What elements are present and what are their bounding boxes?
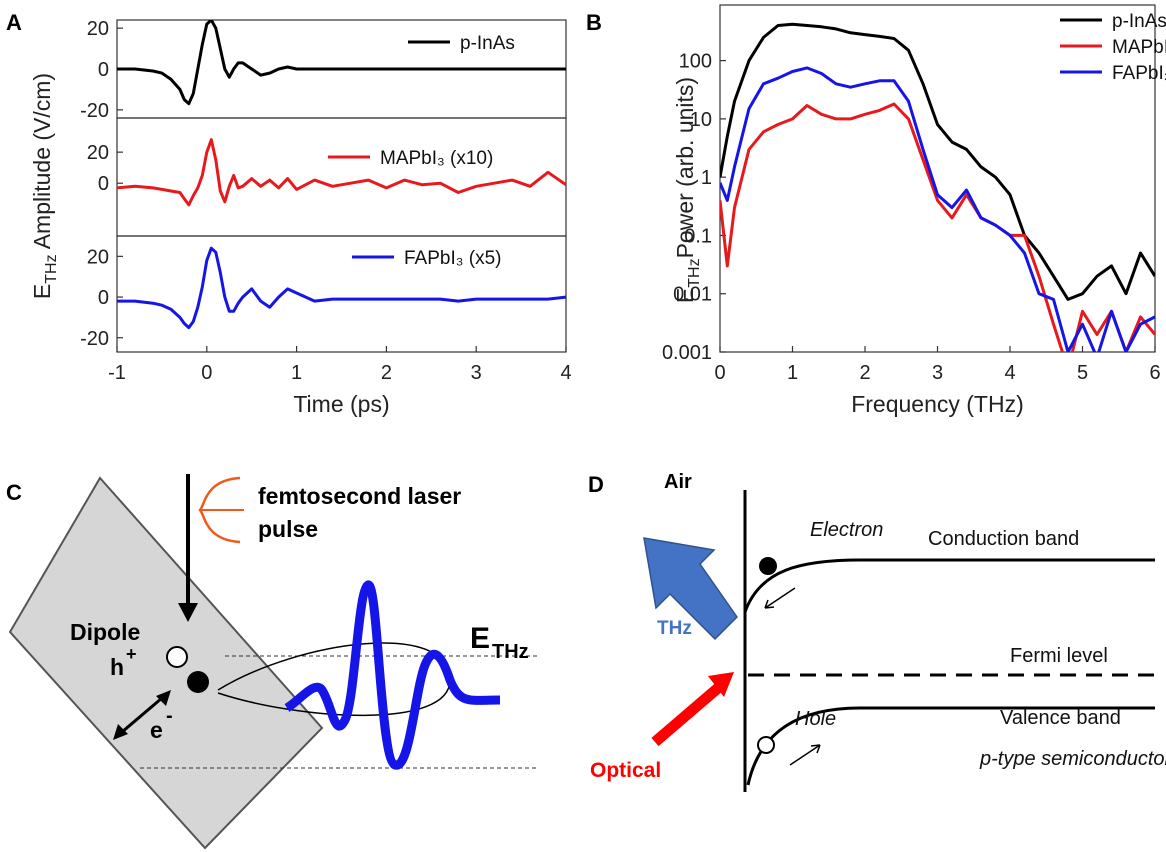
optical-arrow	[651, 683, 722, 747]
label: Optical	[590, 759, 661, 782]
plot-frame	[116, 235, 567, 353]
label: h	[110, 654, 124, 680]
x-tick-label: 4	[560, 362, 571, 384]
legend-label: p-InAs	[1112, 11, 1166, 32]
conduction-band	[743, 558, 1155, 613]
y-tick-label: -20	[80, 328, 109, 350]
y-axis-label-part: Power (arb. units)	[672, 77, 698, 259]
plot-frame	[719, 4, 1156, 353]
hole	[757, 736, 775, 754]
label: e	[150, 717, 163, 743]
y-tick-label: 0	[98, 59, 109, 81]
label: Air	[664, 471, 692, 493]
plot-area	[117, 246, 566, 330]
label: +	[126, 644, 137, 664]
label: THz	[492, 641, 529, 663]
label: E	[470, 622, 490, 655]
y-tick-label: 10	[690, 109, 712, 131]
thz-wave	[284, 580, 501, 770]
y-axis-label-part: THz	[686, 258, 703, 287]
hole	[166, 646, 188, 668]
x-tick-label: 0	[714, 362, 725, 384]
y-axis-label: ETHz Amplitude (V/cm)	[29, 73, 60, 299]
legend-label: MAPbI₃ (x10)	[380, 148, 493, 169]
x-tick-label: 2	[859, 362, 870, 384]
plot-frame	[116, 117, 567, 237]
x-tick-label: 5	[1077, 362, 1088, 384]
x-axis-label: Frequency (THz)	[851, 391, 1024, 417]
x-tick-label: 3	[471, 362, 482, 384]
y-axis-label-part: Amplitude (V/cm)	[29, 73, 55, 255]
electron	[759, 557, 777, 575]
y-tick-label: 20	[87, 246, 109, 268]
y-axis-label: ETHzPower (arb. units)	[672, 77, 703, 303]
label: Hole	[795, 708, 836, 730]
valence-band	[746, 706, 1155, 786]
x-tick-label: 2	[381, 362, 392, 384]
x-axis-label: Time (ps)	[293, 391, 389, 417]
y-tick-label: 0	[98, 173, 109, 195]
panel-d: Air Electron Conduction band THz Fermi l…	[590, 471, 1166, 792]
y-tick-label: 20	[87, 142, 109, 164]
data-line	[117, 20, 566, 106]
arrow-head	[708, 672, 734, 697]
plot-area	[117, 138, 566, 207]
label: Electron	[810, 519, 883, 541]
x-tick-label: 1	[291, 362, 302, 384]
y-tick-label: 0	[98, 287, 109, 309]
y-axis-label-part: THz	[43, 254, 60, 283]
y-tick-label: 0.001	[662, 342, 712, 364]
x-tick-label: 0	[201, 362, 212, 384]
y-axis-label-part: E	[672, 288, 698, 303]
plot-area	[117, 20, 566, 106]
arrow-head	[156, 690, 171, 706]
panel-label: C	[6, 480, 22, 505]
y-tick-label: -20	[80, 100, 109, 122]
drift-arrow	[789, 744, 821, 766]
y-tick-label: 100	[679, 51, 712, 73]
arrow-head	[113, 724, 128, 740]
x-tick-label: 6	[1149, 362, 1160, 384]
data-line	[720, 66, 1155, 352]
dipole-arrow	[121, 696, 163, 734]
data-line	[720, 102, 1155, 352]
label: p-type semiconductor	[979, 748, 1166, 770]
x-tick-label: -1	[108, 362, 126, 384]
y-tick-label: 1	[701, 167, 712, 189]
label: Dipole	[70, 619, 140, 645]
panel-label: D	[588, 472, 604, 497]
panel-label: A	[6, 10, 22, 35]
plot-area	[720, 22, 1155, 352]
label: Fermi level	[1010, 645, 1108, 667]
panel-label: B	[586, 10, 602, 35]
label: -	[166, 705, 173, 727]
y-axis-label-part: E	[29, 284, 55, 299]
sample	[8, 476, 324, 850]
x-tick-label: 1	[787, 362, 798, 384]
label: Valence band	[1000, 707, 1121, 729]
label: THz	[657, 618, 692, 639]
label: pulse	[258, 516, 318, 542]
thz-arrow	[643, 537, 738, 641]
label: Conduction band	[928, 528, 1079, 550]
legend-label: MAPbI₃	[1112, 37, 1166, 58]
label: femtosecond laser	[258, 483, 461, 509]
y-tick-label: 0.1	[684, 225, 712, 247]
legend-label: FAPbI₃	[1112, 63, 1166, 84]
legend-label: p-InAs	[460, 33, 515, 54]
data-line	[117, 138, 566, 207]
x-tick-label: 4	[1004, 362, 1015, 384]
data-line	[720, 22, 1155, 301]
arrow-head	[178, 603, 198, 622]
data-line	[117, 246, 566, 330]
x-tick-label: 3	[932, 362, 943, 384]
drift-arrow	[764, 587, 796, 609]
legend-label: FAPbI₃ (x5)	[404, 248, 502, 269]
panel-c: femtosecond laser pulse Dipole h + e - E…	[8, 474, 537, 850]
y-tick-label: 20	[87, 18, 109, 40]
y-tick-label: 0.01	[673, 284, 712, 306]
electron	[187, 671, 209, 693]
